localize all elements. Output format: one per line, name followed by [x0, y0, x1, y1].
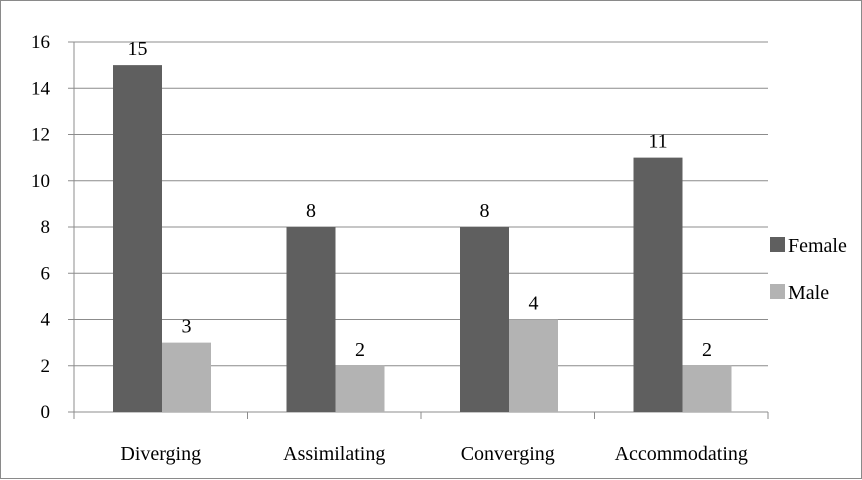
- data-labels: 15 3 8 2 8 4 11 2: [128, 38, 713, 361]
- y-tick-label: 14: [31, 78, 51, 99]
- data-label: 2: [355, 339, 365, 361]
- axes: 0 2 4 6 8 10 12 14 16 Diverging Assimilating Conver…: [31, 32, 769, 465]
- bar-male: [162, 342, 211, 412]
- bar-female: [633, 157, 683, 412]
- data-label: 2: [702, 339, 712, 361]
- data-label: 15: [128, 38, 148, 60]
- bar-female: [286, 227, 336, 412]
- data-label: 8: [480, 200, 490, 222]
- y-tick-label: 0: [41, 402, 51, 423]
- bar-male: [682, 365, 732, 412]
- x-category-label: Converging: [461, 443, 555, 465]
- legend-swatch-female: [770, 237, 785, 252]
- data-label: 8: [306, 200, 316, 222]
- y-tick-label: 2: [41, 356, 51, 377]
- data-label: 3: [182, 316, 192, 338]
- gridlines: [74, 41, 768, 367]
- legend: Female Male: [770, 235, 847, 304]
- bar-male: [509, 319, 558, 412]
- data-label: 4: [529, 293, 539, 315]
- data-label: 11: [648, 131, 667, 153]
- y-tick-label: 12: [31, 125, 50, 146]
- y-tick-label: 6: [41, 263, 51, 284]
- y-tick-label: 16: [31, 32, 50, 53]
- bar-male: [335, 365, 385, 412]
- legend-label-male: Male: [788, 282, 829, 304]
- bar-female: [113, 65, 162, 412]
- legend-swatch-male: [770, 284, 785, 299]
- x-category-label: Accommodating: [615, 443, 748, 465]
- bars: [113, 65, 732, 412]
- x-category-label: Assimilating: [283, 443, 385, 465]
- y-tick-label: 8: [41, 217, 51, 238]
- y-tick-label: 10: [31, 171, 50, 192]
- legend-label-female: Female: [788, 235, 847, 257]
- y-tick-label: 4: [41, 310, 51, 331]
- x-category-label: Diverging: [120, 443, 201, 465]
- bar-female: [460, 227, 509, 412]
